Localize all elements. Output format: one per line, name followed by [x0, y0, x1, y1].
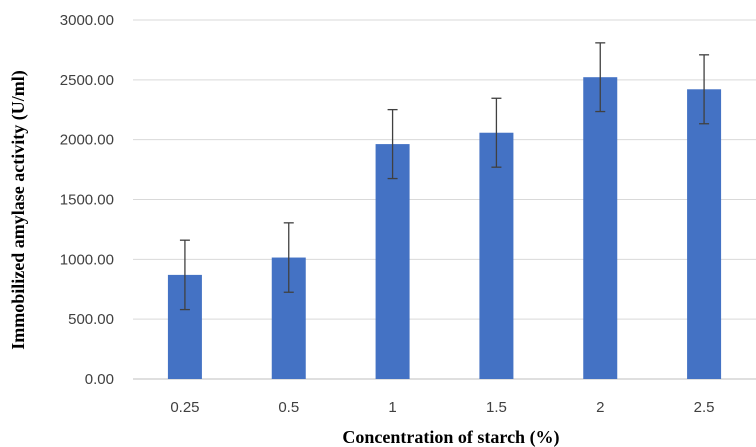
bar: [479, 132, 514, 379]
y-tick-label: 1500.00: [60, 192, 114, 209]
y-tick-label: 2500.00: [60, 72, 114, 89]
x-axis-ticks: 0.25 0.5 1 1.5 2 2.5: [170, 399, 714, 416]
y-axis-title: Immobilized amylase activity (U/ml): [8, 70, 29, 349]
x-tick-label: 1: [388, 399, 396, 416]
y-tick-label: 500.00: [68, 311, 114, 328]
x-axis-title: Concentration of starch (%): [342, 427, 559, 447]
bar: [583, 77, 618, 379]
y-tick-label: 2000.00: [60, 132, 114, 149]
error-bars: [179, 42, 710, 311]
y-tick-label: 3000.00: [60, 12, 114, 29]
x-tick-label: 0.25: [170, 399, 199, 416]
x-tick-label: 0.5: [278, 399, 299, 416]
y-axis-ticks: 0.00 500.00 1000.00 1500.00 2000.00 2500.00 30…: [60, 12, 114, 388]
x-tick-label: 2.5: [694, 399, 715, 416]
y-tick-label: 0.00: [85, 371, 114, 388]
bar: [375, 144, 410, 379]
bars: [167, 77, 722, 380]
bar: [687, 89, 722, 380]
gridlines: [133, 19, 756, 380]
x-tick-label: 1.5: [486, 399, 507, 416]
y-tick-label: 1000.00: [60, 251, 114, 268]
x-tick-label: 2: [596, 399, 604, 416]
